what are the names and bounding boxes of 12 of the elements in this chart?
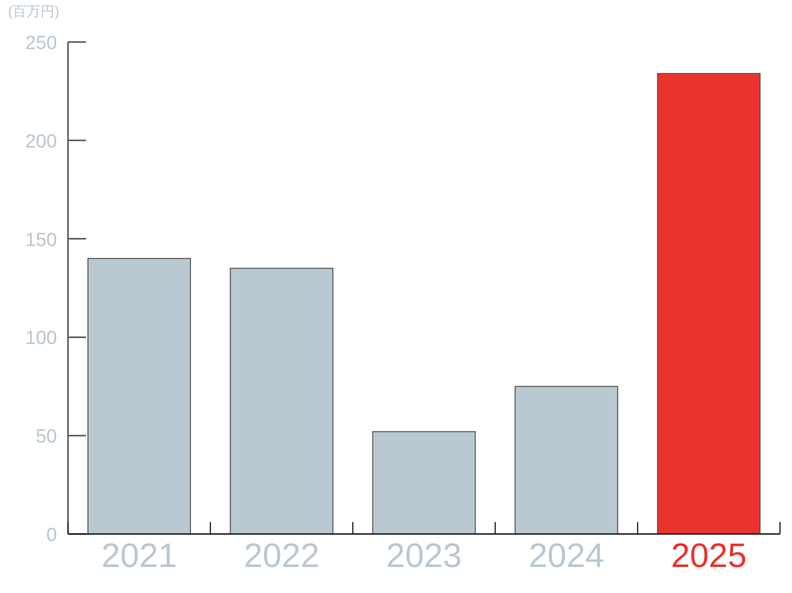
y-tick-label: 250 <box>25 33 57 54</box>
y-axis-title: (百万円) <box>8 3 60 19</box>
y-tick-label: 200 <box>25 131 57 152</box>
x-tick-label: 2023 <box>386 537 462 575</box>
x-tick-label: 2024 <box>528 537 604 575</box>
x-tick-label: 2022 <box>244 537 320 575</box>
y-tick-label: 50 <box>36 426 57 448</box>
x-tick-label: 2025 <box>670 537 747 575</box>
x-tick-label: 2021 <box>101 537 178 575</box>
y-tick-label: 150 <box>25 230 57 251</box>
y-tick-label: 100 <box>25 328 57 350</box>
y-tick-label: 0 <box>46 525 57 546</box>
